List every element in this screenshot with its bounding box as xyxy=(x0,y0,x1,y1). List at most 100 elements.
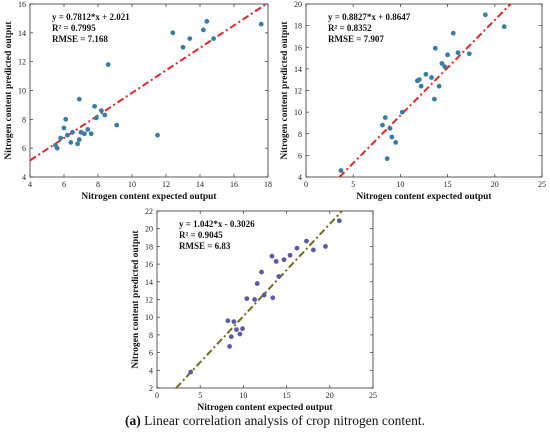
data-point xyxy=(501,24,507,30)
data-point xyxy=(63,116,69,122)
data-point xyxy=(70,129,75,135)
data-point xyxy=(85,127,91,132)
data-point xyxy=(466,51,472,57)
data-point xyxy=(102,112,108,118)
data-point xyxy=(270,295,276,301)
data-point xyxy=(54,145,60,151)
x-tick-label: 15 xyxy=(283,391,291,400)
x-tick-label: 10 xyxy=(396,180,404,189)
y-axis-label: Nitrogen content predicted output xyxy=(4,21,14,160)
data-point xyxy=(393,140,399,145)
y-tick-label: 18 xyxy=(145,242,153,251)
data-point xyxy=(259,269,264,275)
caption-text: Linear correlation analysis of crop nitr… xyxy=(140,413,425,428)
data-point xyxy=(227,344,232,349)
y-axis-label: Nitrogen content predicted output xyxy=(131,230,141,369)
data-point xyxy=(187,36,193,41)
data-point xyxy=(61,125,67,131)
data-point xyxy=(416,77,422,83)
data-point xyxy=(231,319,237,325)
data-point xyxy=(82,131,87,137)
data-point xyxy=(442,64,448,70)
data-point xyxy=(76,96,82,102)
y-tick-label: 8 xyxy=(22,115,26,124)
x-tick-label: 18 xyxy=(264,180,272,189)
x-tick-label: 0 xyxy=(155,391,159,400)
data-point xyxy=(180,44,186,50)
x-tick-label: 25 xyxy=(369,391,377,400)
x-tick-label: 20 xyxy=(491,180,499,189)
caption-label: (a) xyxy=(125,413,141,428)
x-axis-label: Nitrogen content expected output xyxy=(197,403,333,413)
y-tick-label: 4 xyxy=(22,173,26,182)
x-tick-label: 16 xyxy=(230,180,238,189)
data-point xyxy=(99,108,104,114)
data-point xyxy=(432,45,438,51)
annotation-1: y = 0.8827*x + 0.8647 xyxy=(328,12,411,22)
data-point xyxy=(76,137,82,142)
y-tick-label: 12 xyxy=(294,87,302,96)
data-point xyxy=(58,135,63,141)
data-point xyxy=(75,141,80,147)
data-point xyxy=(336,218,342,224)
annotation-2: R² = 0.8352 xyxy=(328,23,372,33)
x-axis-label: Nitrogen content expected output xyxy=(356,192,492,202)
annotation-1: y = 1.042*x - 0.3026 xyxy=(179,219,255,229)
x-tick-label: 15 xyxy=(444,180,452,189)
x-tick-label: 8 xyxy=(96,180,100,189)
y-tick-label: 16 xyxy=(145,260,153,269)
data-point xyxy=(237,331,243,337)
y-tick-label: 6 xyxy=(149,349,153,358)
data-point xyxy=(204,18,210,24)
data-point xyxy=(269,253,275,259)
data-point xyxy=(105,62,111,67)
y-tick-label: 10 xyxy=(294,108,302,117)
data-point xyxy=(482,12,488,18)
data-point xyxy=(450,30,456,36)
y-tick-label: 10 xyxy=(145,313,153,322)
data-point xyxy=(399,109,405,115)
data-point xyxy=(188,369,194,375)
figure-caption: (a) Linear correlation analysis of crop … xyxy=(0,413,550,429)
data-point xyxy=(445,52,450,58)
data-point xyxy=(387,125,393,131)
y-tick-label: 20 xyxy=(294,0,302,9)
y-tick-label: 16 xyxy=(294,43,302,52)
y-tick-label: 10 xyxy=(18,87,26,96)
data-point xyxy=(281,257,287,263)
data-point xyxy=(276,274,282,279)
data-point xyxy=(211,36,217,41)
y-tick-label: 6 xyxy=(298,151,302,160)
data-point xyxy=(201,27,206,33)
data-point xyxy=(240,326,245,332)
fit-line xyxy=(338,3,512,178)
data-point xyxy=(252,297,258,302)
data-point xyxy=(258,21,264,27)
y-tick-label: 12 xyxy=(18,58,26,67)
annotation-2: R² = 0.9045 xyxy=(179,230,223,240)
data-point xyxy=(423,71,429,77)
data-point xyxy=(389,134,395,140)
fit-line xyxy=(175,210,343,389)
y-tick-label: 14 xyxy=(18,29,26,38)
data-point xyxy=(304,238,309,244)
x-tick-label: 5 xyxy=(351,180,355,189)
data-point xyxy=(418,83,424,89)
data-point xyxy=(382,115,388,120)
data-point xyxy=(429,75,434,80)
data-point xyxy=(254,281,260,286)
data-point xyxy=(170,30,176,36)
y-tick-label: 4 xyxy=(298,173,302,182)
data-point xyxy=(431,96,437,102)
y-tick-label: 20 xyxy=(145,225,153,234)
x-tick-label: 6 xyxy=(62,180,66,189)
data-point xyxy=(228,334,234,340)
data-point xyxy=(380,122,385,128)
y-tick-label: 6 xyxy=(22,144,26,153)
y-tick-label: 18 xyxy=(294,22,302,31)
annotation-3: RMSE = 7.907 xyxy=(328,34,384,44)
y-tick-label: 2 xyxy=(149,384,153,393)
data-point xyxy=(384,156,390,162)
